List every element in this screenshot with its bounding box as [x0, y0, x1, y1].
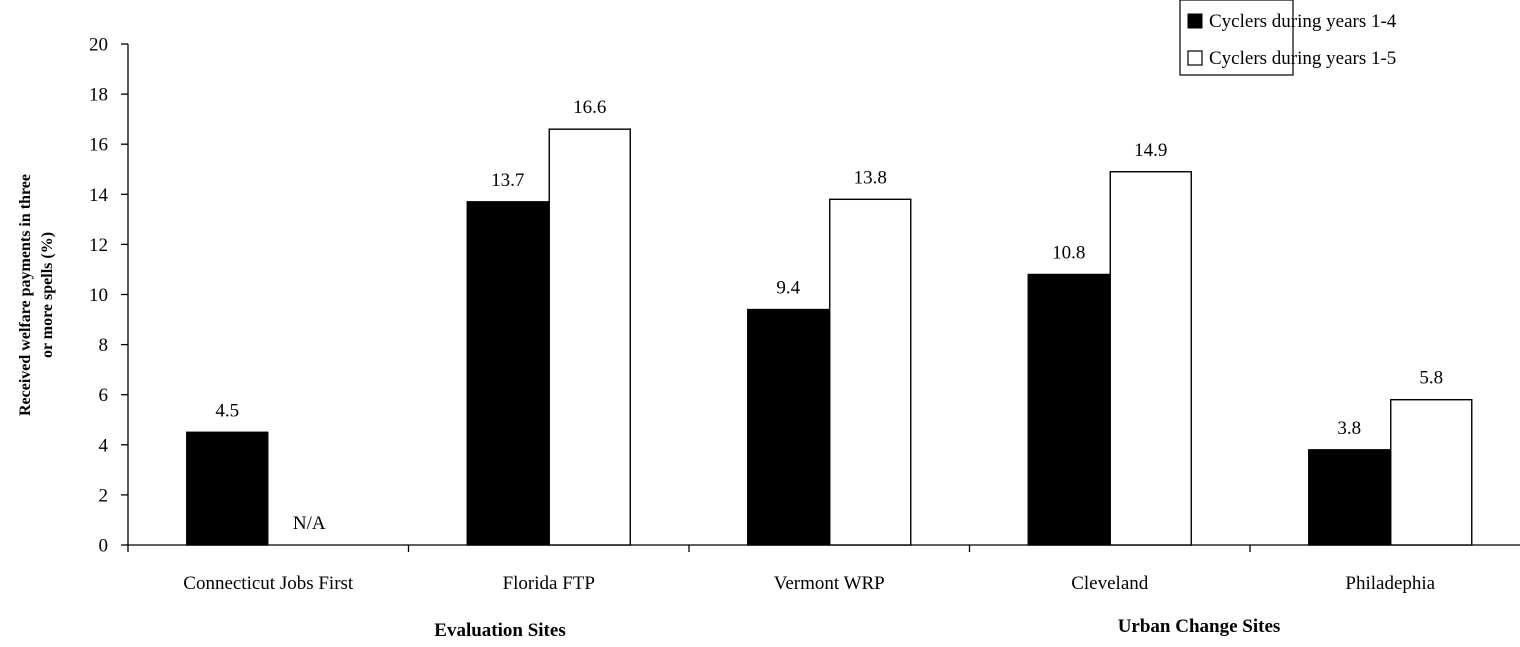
y-tick-label: 20	[89, 35, 108, 56]
y-tick-label: 18	[89, 85, 108, 106]
bar-years-1-4	[466, 201, 549, 546]
data-label: N/A	[293, 513, 326, 534]
data-label: 14.9	[1134, 140, 1167, 161]
data-label: 9.4	[776, 278, 800, 299]
y-tick-label: 12	[89, 235, 108, 256]
bar-years-1-5	[829, 198, 912, 546]
data-label: 13.8	[854, 167, 887, 188]
x-category-label: Philadephia	[1345, 573, 1435, 594]
y-axis-label: Received welfare payments in three or mo…	[17, 174, 56, 416]
bar-years-1-5	[548, 128, 631, 546]
y-tick-label: 4	[99, 435, 109, 456]
group-label-urban-change-sites: Urban Change Sites	[1118, 616, 1281, 637]
y-tick-label: 2	[99, 485, 109, 506]
bar-years-1-5	[1390, 399, 1473, 546]
data-label: 4.5	[215, 400, 239, 421]
bar-years-1-4	[186, 431, 269, 546]
y-tick-label: 0	[99, 536, 109, 557]
y-tick-label: 16	[89, 135, 108, 156]
y-tick-label: 6	[99, 385, 109, 406]
x-category-label: Vermont WRP	[774, 573, 885, 594]
y-tick-label: 14	[89, 185, 109, 206]
bar-years-1-4	[1308, 449, 1391, 546]
x-category-label: Cleveland	[1071, 573, 1149, 594]
legend-swatch-years-1-5	[1187, 50, 1203, 66]
legend-label-years-1-5: Cyclers during years 1-5	[1209, 48, 1396, 69]
y-tick-label: 10	[89, 285, 108, 306]
bars: 4.5 N/A 13.7 16.6 9.4 13.8 10.8 14.9 3.8 5.8	[186, 97, 1473, 546]
data-label: 3.8	[1337, 418, 1361, 439]
bar-years-1-5	[1109, 171, 1192, 546]
legend: Cyclers during years 1-4 Cyclers during …	[1179, 0, 1397, 76]
group-label-evaluation-sites: Evaluation Sites	[434, 620, 565, 641]
bar-years-1-4	[747, 308, 830, 546]
x-category-label: Florida FTP	[503, 573, 595, 594]
legend-swatch-years-1-4	[1187, 13, 1203, 29]
legend-label-years-1-4: Cyclers during years 1-4	[1209, 11, 1397, 32]
y-tick-label: 8	[99, 335, 109, 356]
bar-years-1-4	[1027, 273, 1110, 546]
data-label: 5.8	[1419, 368, 1443, 389]
y-axis-label-line-1: Received welfare payments in three	[17, 174, 34, 416]
y-axis-label-line-2: or more spells (%)	[39, 232, 56, 358]
data-label: 10.8	[1052, 242, 1085, 263]
x-category-label: Connecticut Jobs First	[183, 573, 354, 594]
x-axis-category-labels: Connecticut Jobs First Florida FTP Vermont…	[183, 573, 1435, 594]
site-group-labels: Evaluation Sites Urban Change Sites	[434, 616, 1280, 641]
data-label: 13.7	[491, 170, 524, 191]
y-axis-ticks: 0 2 4 6 8 10 12 14 16 18 20	[89, 35, 128, 557]
data-label: 16.6	[573, 97, 606, 118]
